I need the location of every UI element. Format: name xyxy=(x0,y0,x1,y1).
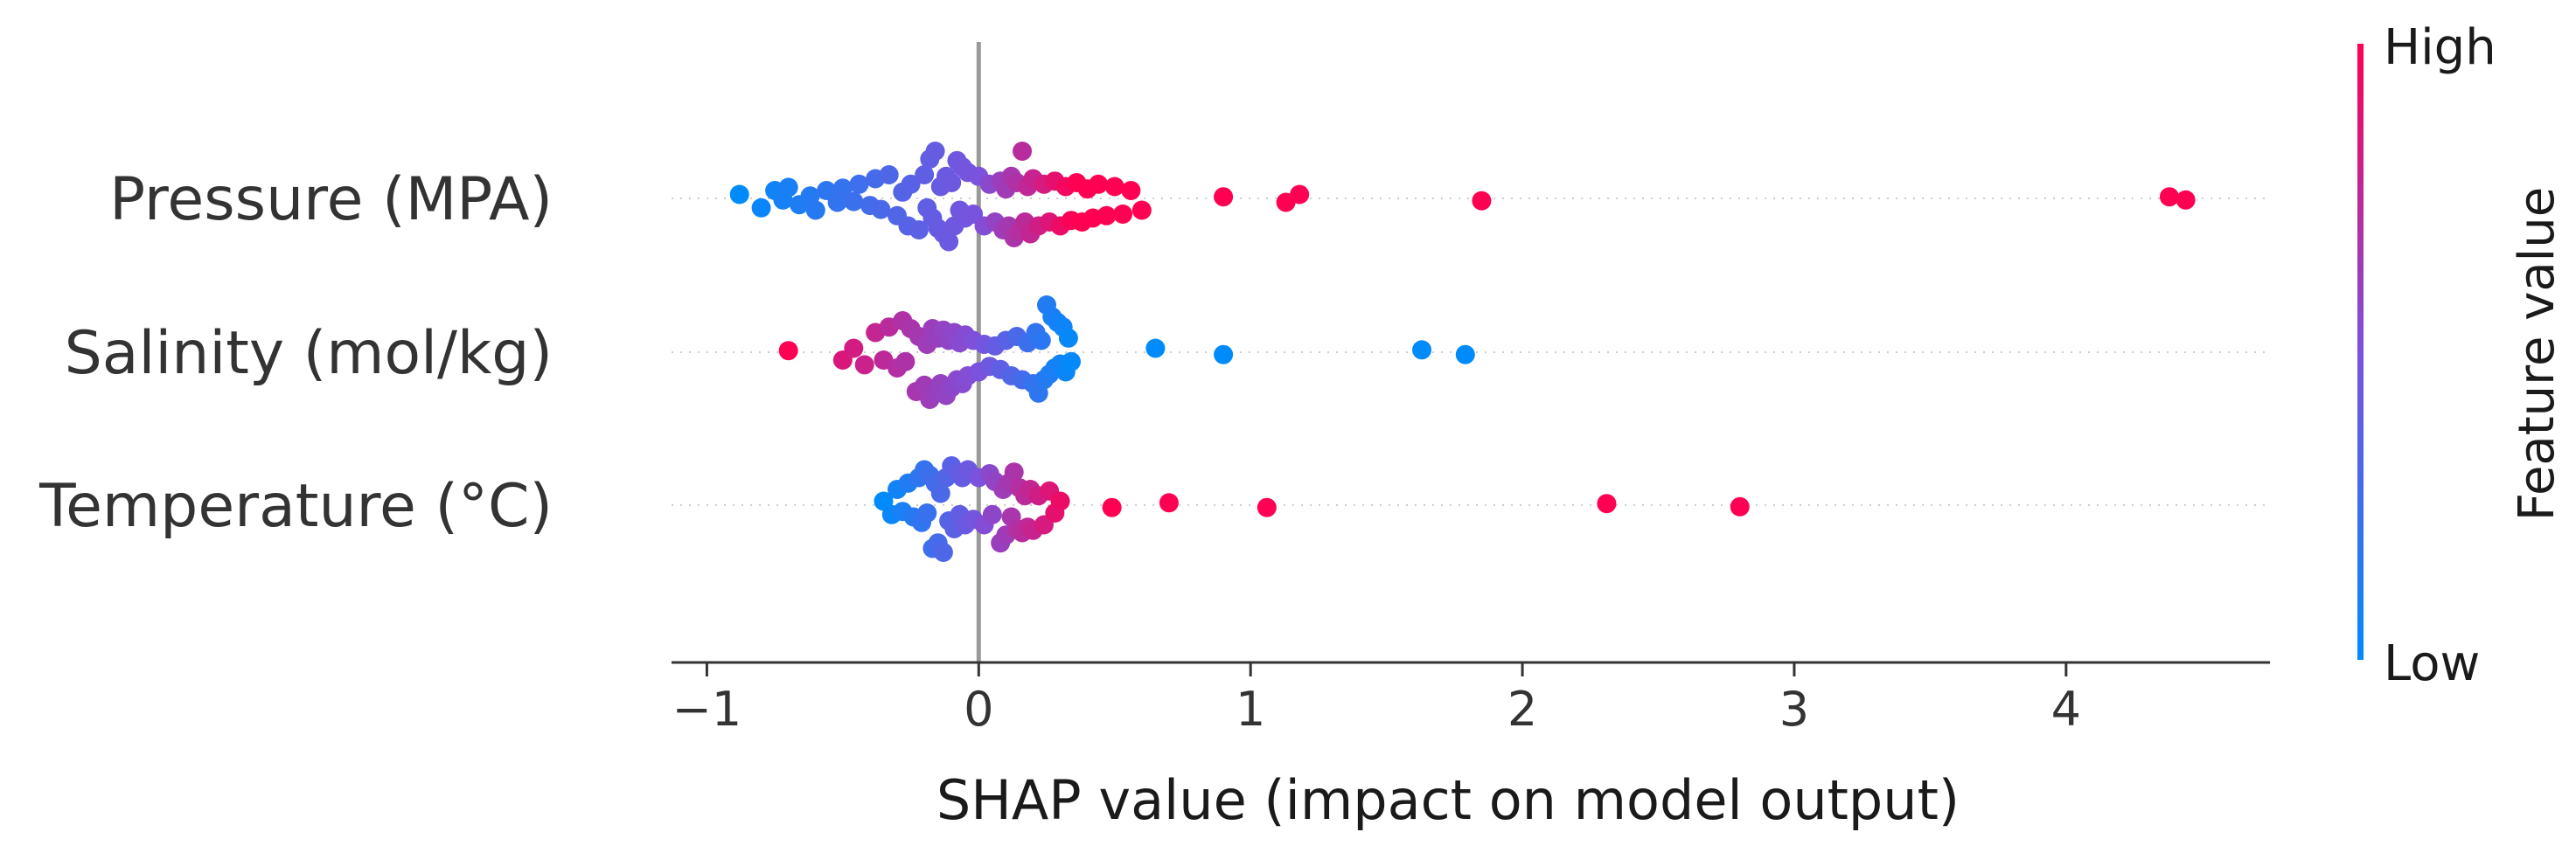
data-point xyxy=(1113,205,1133,224)
data-point xyxy=(982,504,1002,524)
data-point xyxy=(895,351,916,371)
data-point xyxy=(915,165,935,184)
data-point xyxy=(1455,344,1475,364)
x-tick-label: 2 xyxy=(1507,682,1537,737)
data-point xyxy=(1089,174,1109,194)
feature-label: Salinity (mol/kg) xyxy=(65,319,553,388)
feature-label: Temperature (°C) xyxy=(38,472,553,541)
data-point xyxy=(778,341,798,361)
data-point xyxy=(1031,330,1051,350)
data-point xyxy=(1214,187,1234,207)
data-point xyxy=(1730,496,1750,517)
data-point xyxy=(1058,328,1078,348)
colorbar-gradient xyxy=(2357,44,2364,660)
data-point xyxy=(729,184,749,205)
data-point xyxy=(1131,200,1152,220)
data-point xyxy=(854,355,874,375)
data-point xyxy=(1050,491,1070,511)
data-point xyxy=(844,338,864,358)
data-point xyxy=(2159,187,2179,207)
data-point xyxy=(1102,497,1122,517)
data-point xyxy=(879,165,899,184)
feature-label: Pressure (MPA) xyxy=(109,165,553,234)
colorbar: High Low Feature value xyxy=(2357,19,2566,692)
data-point xyxy=(871,199,891,219)
data-point xyxy=(844,191,864,212)
x-tick-label: 1 xyxy=(1236,682,1265,737)
x-axis-title: SHAP value (impact on model output) xyxy=(936,768,1960,832)
beeswarm-points xyxy=(729,142,2196,562)
data-point xyxy=(1121,181,1141,200)
data-point xyxy=(1062,351,1081,371)
data-point xyxy=(1214,344,1234,364)
data-point xyxy=(917,503,937,523)
colorbar-high-label: High xyxy=(2384,19,2496,76)
data-point xyxy=(1013,142,1033,161)
data-point xyxy=(1159,493,1179,513)
feature-labels: Pressure (MPA) Salinity (mol/kg) Temperatu… xyxy=(38,165,553,541)
data-point xyxy=(1597,494,1617,514)
data-point xyxy=(751,198,771,218)
data-point xyxy=(1004,462,1024,482)
x-axis-ticks: −1 0 1 2 3 4 xyxy=(672,662,2081,737)
colorbar-title: Feature value xyxy=(2509,187,2566,521)
x-tick-label: 3 xyxy=(1779,682,1809,737)
data-point xyxy=(2176,190,2196,210)
data-point xyxy=(942,173,962,192)
data-point xyxy=(939,232,959,252)
data-point xyxy=(849,174,869,194)
data-point xyxy=(909,220,929,239)
x-tick-label: 4 xyxy=(2051,682,2081,737)
data-point xyxy=(933,543,953,562)
x-tick-label: 0 xyxy=(964,682,993,737)
data-point xyxy=(1412,340,1432,360)
data-point xyxy=(930,483,950,503)
colorbar-low-label: Low xyxy=(2384,635,2480,692)
data-point xyxy=(778,177,798,198)
data-point xyxy=(832,178,853,198)
data-point xyxy=(1257,497,1277,517)
data-point xyxy=(1472,191,1492,211)
data-point xyxy=(901,174,921,194)
data-point xyxy=(1145,338,1166,358)
data-point xyxy=(1104,177,1124,197)
data-point xyxy=(1290,184,1310,205)
data-point xyxy=(925,142,945,161)
data-point xyxy=(1097,205,1117,225)
x-tick-label: −1 xyxy=(672,682,742,737)
data-point xyxy=(805,200,825,220)
